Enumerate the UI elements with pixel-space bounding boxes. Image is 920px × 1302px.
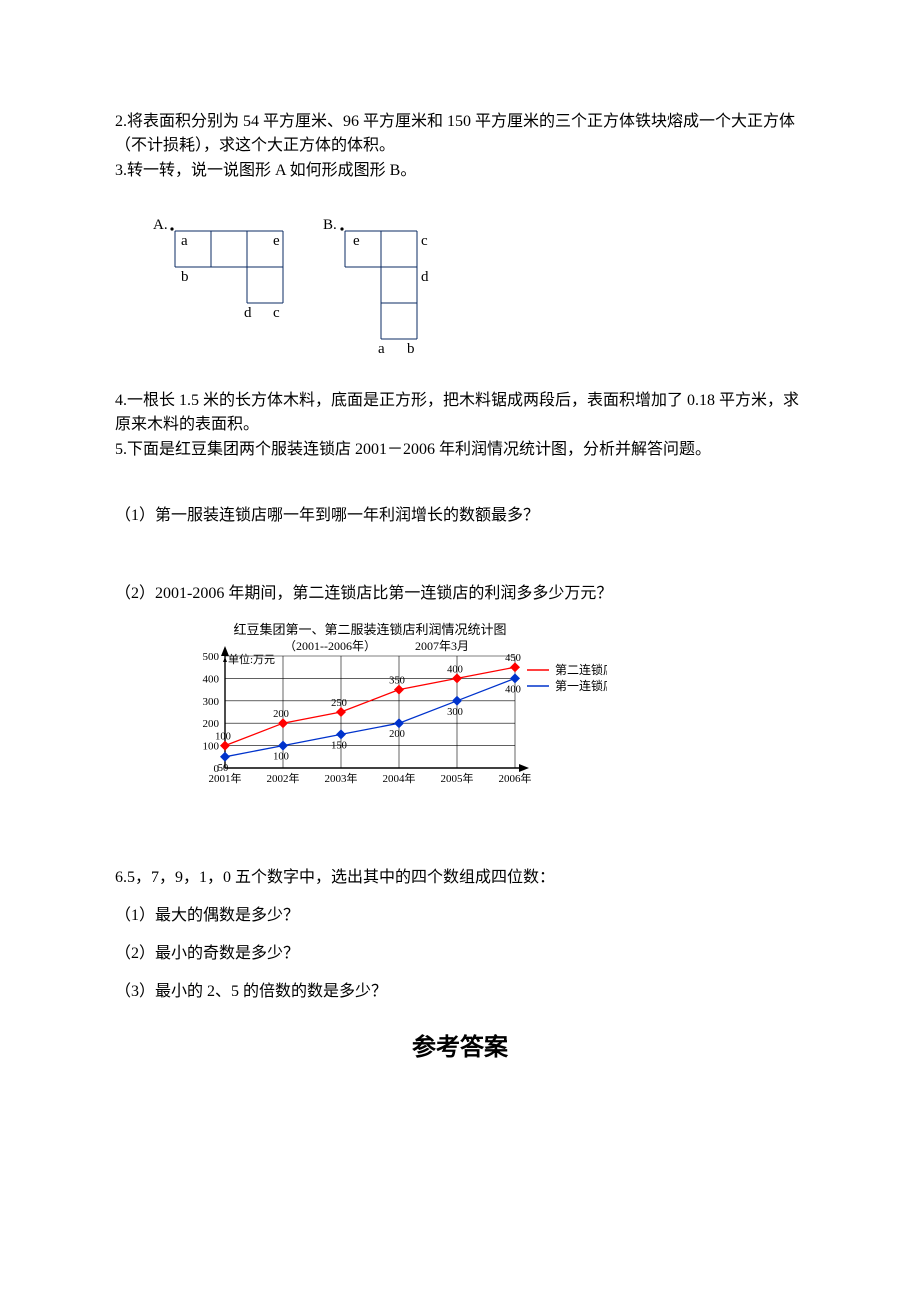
svg-text:第二连锁店: 第二连锁店	[555, 662, 607, 677]
svg-text:150: 150	[331, 740, 347, 751]
svg-text:450: 450	[505, 653, 521, 664]
question-5-intro: 5.下面是红豆集团两个服装连锁店 2001－2006 年利润情况统计图，分析并解…	[115, 438, 805, 462]
svg-text:200: 200	[273, 709, 289, 720]
profit-chart-svg: 红豆集团第一、第二服装连锁店利润情况统计图 （2001--2006年） 2007年3…	[177, 620, 607, 830]
svg-text:2004年: 2004年	[383, 771, 416, 785]
svg-text:300: 300	[447, 707, 463, 718]
svg-text:2007年3月: 2007年3月	[415, 639, 469, 653]
svg-text:（2001--2006年）: （2001--2006年）	[284, 639, 376, 653]
question-3: 3.转一转，说一说图形 A 如何形成图形 B。	[115, 159, 805, 183]
question-6-intro: 6.5，7，9，1，0 五个数字中，选出其中的四个数组成四位数：	[115, 866, 805, 890]
question-5-sub1: （1）第一服装连锁店哪一年到哪一年利润增长的数额最多？	[115, 504, 805, 528]
svg-text:2003年: 2003年	[325, 771, 358, 785]
question-6-sub2: （2）最小的奇数是多少？	[115, 942, 805, 966]
svg-text:2005年: 2005年	[441, 771, 474, 785]
svg-text:400: 400	[505, 684, 521, 695]
svg-text:a: a	[378, 341, 385, 357]
svg-text:e: e	[353, 233, 360, 249]
svg-text:2006年: 2006年	[499, 771, 532, 785]
svg-text:100: 100	[215, 732, 231, 743]
question-6-sub3: （3）最小的 2、5 的倍数的数是多少？	[115, 980, 805, 1004]
svg-text:2002年: 2002年	[267, 771, 300, 785]
diagram-ab: A. a e b d c B. e c d a b	[145, 211, 805, 379]
svg-text:红豆集团第一、第二服装连锁店利润情况统计图: 红豆集团第一、第二服装连锁店利润情况统计图	[233, 622, 506, 637]
profit-chart: 红豆集团第一、第二服装连锁店利润情况统计图 （2001--2006年） 2007年3…	[177, 620, 805, 838]
svg-text:c: c	[273, 305, 280, 321]
question-4: 4.一根长 1.5 米的长方体木料，底面是正方形，把木料锯成两段后，表面积增加了…	[115, 389, 805, 437]
svg-text:d: d	[244, 305, 252, 321]
svg-text:50: 50	[218, 763, 229, 774]
page: 2.将表面积分别为 54 平方厘米、96 平方厘米和 150 平方厘米的三个正方…	[0, 0, 920, 1302]
question-2: 2.将表面积分别为 54 平方厘米、96 平方厘米和 150 平方厘米的三个正方…	[115, 110, 805, 158]
question-5-sub2: （2）2001-2006 年期间，第二连锁店比第一连锁店的利润多多少万元？	[115, 582, 805, 606]
svg-text:200: 200	[389, 729, 405, 740]
svg-text:500: 500	[203, 651, 220, 663]
svg-text:A.: A.	[153, 217, 168, 233]
svg-text:e: e	[273, 233, 280, 249]
svg-text:c: c	[421, 233, 428, 249]
svg-text:第一连锁店: 第一连锁店	[555, 678, 607, 693]
svg-text:d: d	[421, 269, 429, 285]
svg-text:350: 350	[389, 676, 405, 687]
svg-text:b: b	[181, 269, 189, 285]
svg-text:400: 400	[203, 673, 220, 685]
answer-heading: 参考答案	[115, 1030, 805, 1066]
svg-text:300: 300	[203, 696, 220, 708]
svg-text:250: 250	[331, 698, 347, 709]
svg-text:100: 100	[273, 752, 289, 763]
svg-text:200: 200	[203, 718, 220, 730]
diagram-ab-svg: A. a e b d c B. e c d a b	[145, 211, 485, 371]
svg-text:单位:万元: 单位:万元	[228, 652, 275, 666]
question-6-sub1: （1）最大的偶数是多少？	[115, 904, 805, 928]
svg-text:B.: B.	[323, 217, 337, 233]
svg-text:400: 400	[447, 664, 463, 675]
svg-text:a: a	[181, 233, 188, 249]
svg-text:b: b	[407, 341, 415, 357]
